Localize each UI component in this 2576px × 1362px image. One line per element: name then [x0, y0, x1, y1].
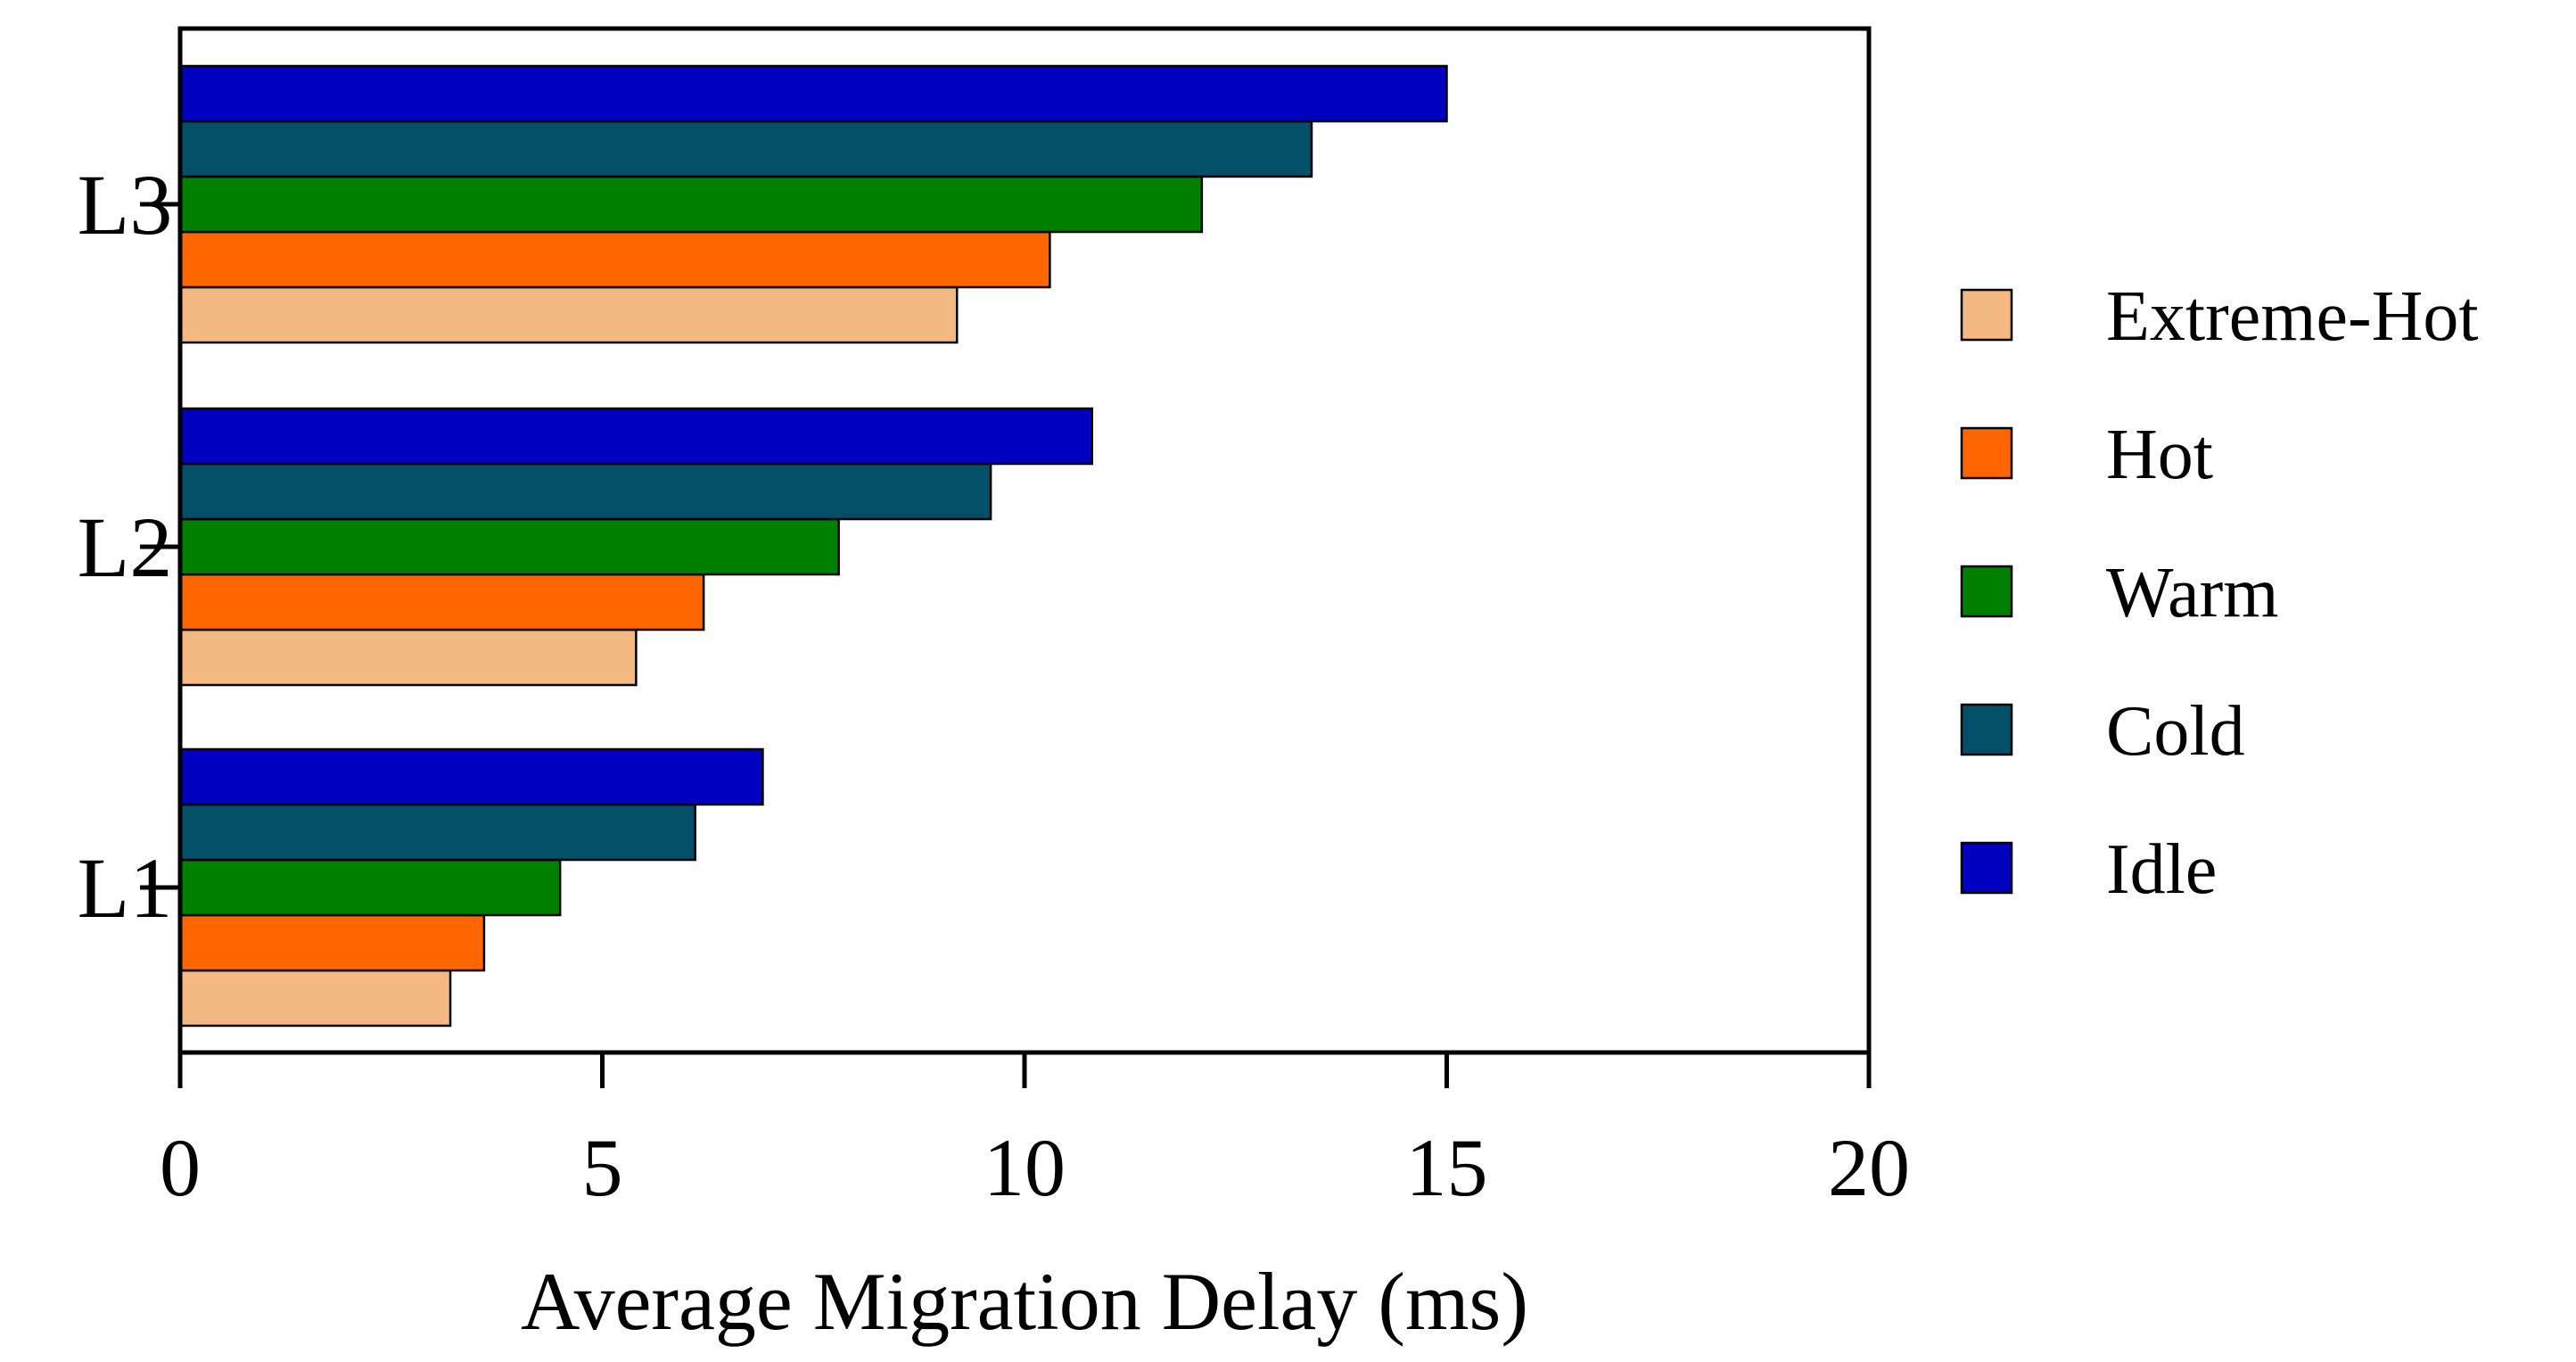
legend-swatch-extreme-hot: [1960, 288, 2013, 342]
bar-l2-extreme-hot: [178, 628, 638, 687]
x-tick-label: 20: [1828, 1122, 1910, 1213]
y-category-label-l3: L3: [78, 157, 173, 252]
bar-l2-warm: [178, 517, 840, 576]
legend-swatch-hot: [1960, 426, 2013, 480]
bar-l1-extreme-hot: [178, 969, 452, 1028]
legend-swatch-cold: [1960, 703, 2013, 756]
x-tick-label: 15: [1406, 1122, 1488, 1213]
legend-label-extreme-hot: Extreme-Hot: [2106, 277, 2479, 356]
bar-l2-hot: [178, 573, 705, 631]
x-tick-label: 0: [160, 1122, 201, 1213]
legend-swatch-idle: [1960, 841, 2013, 895]
bar-l1-hot: [178, 913, 486, 972]
bar-l1-warm: [178, 858, 562, 917]
y-axis: L1 L2 L3: [78, 157, 180, 936]
bar-l2-cold: [178, 462, 992, 521]
x-tick-label: 5: [582, 1122, 623, 1213]
legend-label-cold: Cold: [2106, 692, 2245, 771]
bar-l3-hot: [178, 230, 1051, 289]
x-tick-label: 10: [983, 1122, 1066, 1213]
bar-l3-cold: [178, 120, 1313, 178]
legend-label-warm: Warm: [2106, 554, 2278, 632]
bar-l3-extreme-hot: [178, 285, 959, 344]
bars-layer: [178, 64, 1448, 1028]
y-category-label-l2: L2: [78, 499, 173, 595]
legend-swatch-warm: [1960, 565, 2013, 618]
legend-label-idle: Idle: [2106, 830, 2217, 909]
bar-l3-warm: [178, 175, 1204, 234]
bar-l3-idle: [178, 64, 1448, 123]
legend: Extreme-Hot Hot Warm Cold Idle: [1960, 277, 2479, 909]
legend-label-hot: Hot: [2106, 416, 2213, 494]
x-axis: 0 5 10 15 20: [160, 1052, 1910, 1213]
bar-l1-cold: [178, 803, 696, 862]
y-category-label-l1: L1: [78, 840, 173, 936]
bar-l1-idle: [178, 747, 764, 806]
x-axis-title: Average Migration Delay (ms): [521, 1256, 1528, 1347]
bar-l2-idle: [178, 407, 1094, 466]
